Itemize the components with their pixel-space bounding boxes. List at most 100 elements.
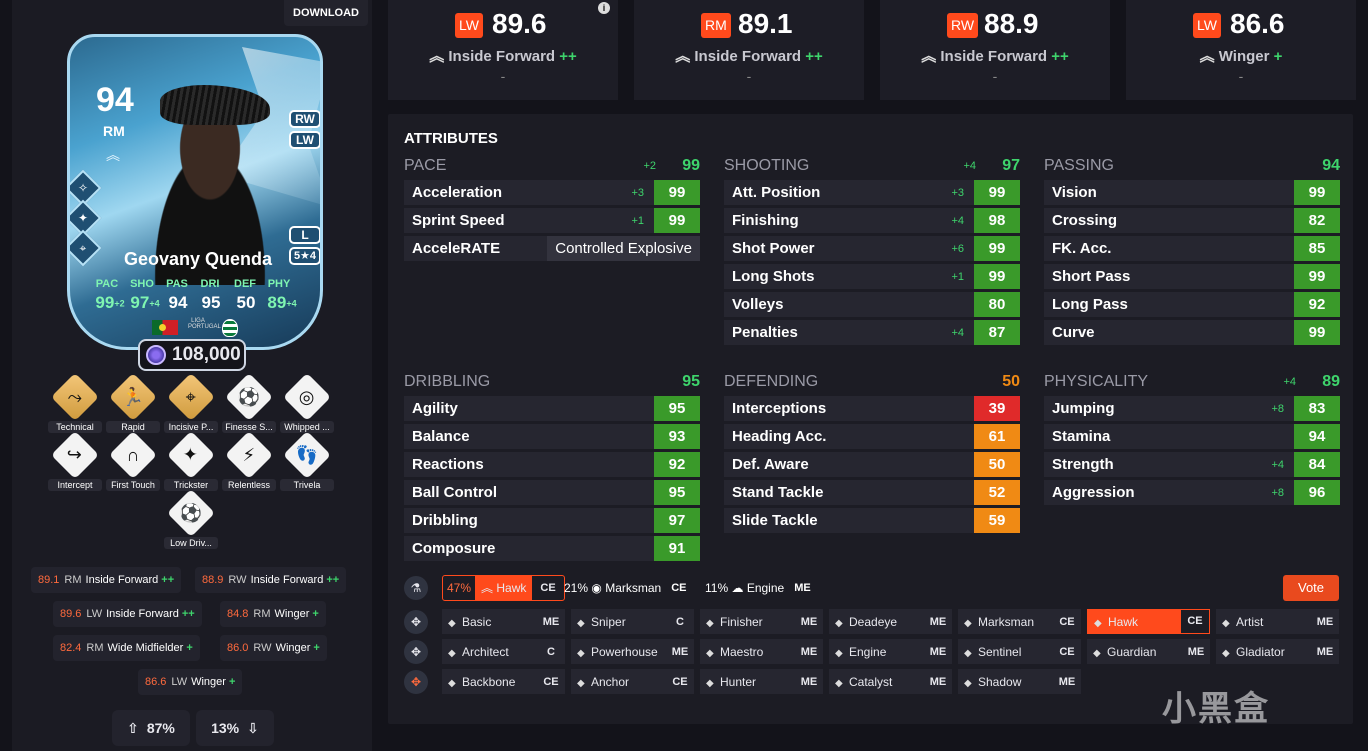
top-role-card[interactable]: RM 89.1 ︽ Inside Forward ++ - [634,0,864,100]
chemstyle-chip[interactable]: ◆ Marksman CE [958,609,1081,634]
intercept-icon: ↪ [67,444,83,465]
role-rating: 89.6 [492,8,547,39]
chemstyle-chip[interactable]: ◆ Powerhouse ME [571,639,694,664]
card-player-name: Geovany Quenda [123,249,273,269]
playstyle-first-touch[interactable]: ∩ First Touch [106,430,160,491]
club-badge [222,319,238,337]
stat-label: DRI [200,278,220,290]
chemstyle-chip[interactable]: ◆ Hawk CE [1087,609,1210,634]
chemstyle-chip[interactable]: ◆ Sniper C [571,609,694,634]
stat-value: 95 [201,293,221,312]
attribute-row: Acceleration +3 99 [404,180,700,205]
downvote-button[interactable]: 13% ⇩ [196,710,274,746]
chemstyle-chip[interactable]: ◆ Backbone CE [442,669,565,694]
group-header: PACE +2 99 [404,157,700,174]
attributes-title: ATTRIBUTES [404,130,498,147]
upvote-button[interactable]: ⇧ 87% [112,710,190,746]
role-chip[interactable]: 86.0 RW Winger + [220,635,327,661]
chemstyle-chip[interactable]: ◆ Maestro ME [700,639,823,664]
chemstyle-chip[interactable]: ◆ Sentinel CE [958,639,1081,664]
stat-label: SHO [130,278,154,290]
thumb-up-icon: ⇧ [127,719,139,736]
role-chip[interactable]: 89.1 RM Inside Forward ++ [31,567,182,593]
wing-icon: ︽ [429,48,445,65]
role-chip[interactable]: 84.8 RM Winger + [220,601,326,627]
chemstyle-icon: ◆ [1222,617,1230,629]
playstyle-finesse-shot[interactable]: ⚽ Finesse S... [222,372,276,433]
chemstyle-chip[interactable]: ◆ Basic ME [442,609,565,634]
attribute-row: Def. Aware 50 [724,452,1020,477]
role-label: ︽ Inside Forward ++ [921,48,1069,65]
attribute-row: Short Pass 99 [1044,264,1340,289]
stat-label: PHY [267,278,291,290]
info-icon[interactable]: i [598,2,610,14]
chemstyle-chip[interactable]: ◆ Finisher ME [700,609,823,634]
top-role-card[interactable]: LW 89.6 ︽ Inside Forward ++ - [388,0,618,100]
attribute-row: Agility 95 [404,396,700,421]
group-header: PHYSICALITY +4 89 [1044,373,1340,390]
playstyle-incisive-pass[interactable]: ⌖ Incisive P... [164,372,218,433]
attribute-row: Dribbling 97 [404,508,700,533]
chemstyle-chip[interactable]: ◆ Catalyst ME [829,669,952,694]
playstyle-trickster[interactable]: ✦ Trickster [164,430,218,491]
chemstyle-icon: ◆ [964,617,972,629]
chemstyle-chip[interactable]: ◆ Anchor CE [571,669,694,694]
wing-icon: ︽ [106,147,120,163]
chem-vote-top[interactable]: 47% ︽ Hawk CE [442,575,565,601]
playstyle-rapid[interactable]: 🏃 Rapid [106,372,160,433]
skill-weakfoot: 5★4 [289,247,320,265]
chemstyle-row-icon: ✥ [404,640,428,664]
top-role-card[interactable]: RW 88.9 ︽ Inside Forward ++ - [880,0,1110,100]
chemstyle-chip[interactable]: ◆ Guardian ME [1087,639,1210,664]
wing-icon: ︽ [675,48,691,65]
attribute-row: Long Pass 92 [1044,292,1340,317]
role-chip[interactable]: 88.9 RW Inside Forward ++ [195,567,347,593]
attribute-row: Att. Position +3 99 [724,180,1020,205]
chemstyle-chip[interactable]: ◆ Shadow ME [958,669,1081,694]
attribute-row: Penalties +4 87 [724,320,1020,345]
role-chip[interactable]: 82.4 RM Wide Midfielder + [53,635,200,661]
incisive-pass-icon: ⌖ [185,386,197,407]
attribute-row: Curve 99 [1044,320,1340,345]
playstyle-technical[interactable]: ⤳ Technical [48,372,102,433]
attribute-row: Heading Acc. 61 [724,424,1020,449]
attribute-row: Sprint Speed +1 99 [404,208,700,233]
playstyle-trivela[interactable]: 👣 Trivela [280,430,334,491]
playstyle-low-driven-shot[interactable]: ⚽ Low Driv... [164,488,218,549]
price-value: 108,000 [172,344,241,365]
role-chip[interactable]: 89.6 LW Inside Forward ++ [53,601,202,627]
playstyle-whipped-pass[interactable]: ◎ Whipped ... [280,372,334,433]
alt-position-lw: LW [289,131,320,149]
chemstyle-chip[interactable]: ◆ Deadeye ME [829,609,952,634]
chemstyle-chip[interactable]: ◆ Architect C [442,639,565,664]
role-position-badge: LW [455,13,483,38]
attribute-group: DRIBBLING 95 Agility 95 Balance 93 Reactions 92… [404,371,700,561]
chemstyle-chip[interactable]: ◆ Artist ME [1216,609,1339,634]
alt-position-rw: RW [289,110,320,128]
chemstyle-chip[interactable]: ◆ Gladiator ME [1216,639,1339,664]
chemstyle-icon: ◆ [1093,647,1101,659]
hawk-icon: ︽ [481,581,494,595]
attribute-group: PACE +2 99 Acceleration +3 99 Sprint Speed +1 99… [404,155,700,261]
price-tag: 108,000 [138,339,246,371]
chemstyle-chip[interactable]: ◆ Hunter ME [700,669,823,694]
playstyle-intercept[interactable]: ↪ Intercept [48,430,102,491]
chemstyle-chip[interactable]: ◆ Engine ME [829,639,952,664]
chemstyle-icon: ◆ [448,647,456,659]
role-rating: 88.9 [984,8,1039,39]
top-role-card[interactable]: LW 86.6 ︽ Winger + - [1126,0,1356,100]
download-button[interactable]: DOWNLOAD [284,0,368,26]
chem-vote-3[interactable]: 11% ☁ Engine ME [705,580,811,595]
league-logo: LIGA PORTUGAL [188,318,221,330]
chemstyle-icon: ◆ [1222,647,1230,659]
attribute-row: Slide Tackle 59 [724,508,1020,533]
chem-vote-2[interactable]: 21% ◉ Marksman CE [564,580,687,595]
role-chip[interactable]: 86.6 LW Winger + [138,669,243,695]
stat-value: 94 [168,293,188,312]
attribute-row: Shot Power +6 99 [724,236,1020,261]
whipped-pass-icon: ◎ [299,386,315,407]
vote-button[interactable]: Vote [1283,575,1339,601]
chemstyle-icon: ◆ [964,677,972,689]
attribute-row: Composure 91 [404,536,700,561]
playstyle-relentless[interactable]: ⚡ Relentless [222,430,276,491]
